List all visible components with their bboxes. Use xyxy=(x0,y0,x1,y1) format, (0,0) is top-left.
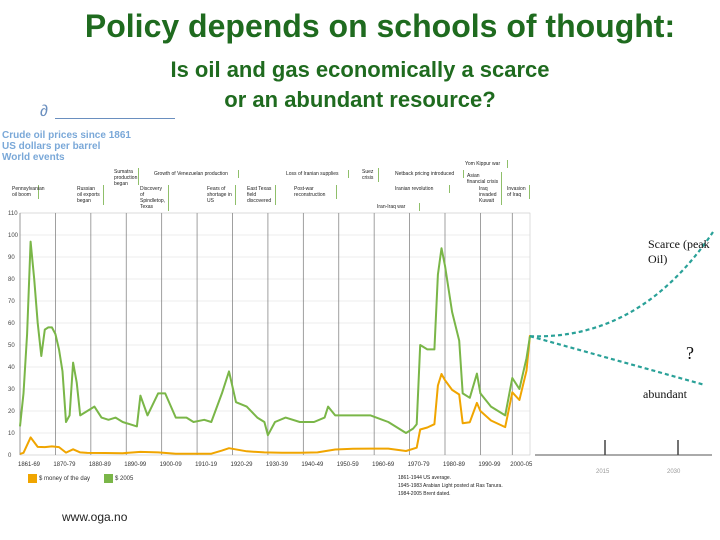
y-tick-label: 20 xyxy=(8,409,15,415)
event-label: Suez crisis xyxy=(360,168,379,182)
legend-swatch xyxy=(28,474,37,483)
y-tick-label: 0 xyxy=(8,453,12,459)
y-tick-label: 30 xyxy=(8,387,15,393)
chart-header-line-2: US dollars per barrel xyxy=(2,141,101,152)
legend-item-money-of-the-day: $ money of the day xyxy=(28,474,90,483)
x-tick-label: 1900-09 xyxy=(160,462,183,468)
event-label: East Texas field discovered xyxy=(245,185,276,205)
chart-header-line-1: Crude oil prices since 1861 xyxy=(2,130,131,141)
plot-area xyxy=(19,212,531,456)
y-tick-label: 100 xyxy=(8,233,19,239)
note-line: 1945-1983 Arabian Light posted at Ras Ta… xyxy=(398,483,503,489)
chart-notes: 1861-1944 US average. 1945-1983 Arabian … xyxy=(398,474,503,498)
x-tick-label: 1910-19 xyxy=(195,462,218,468)
x-tick-label: 1890-99 xyxy=(124,462,147,468)
x-tick-label: 1950-59 xyxy=(337,462,360,468)
scarce-annotation: Scarce (peak Oil) xyxy=(648,237,710,266)
x-tick-label: 2000-05 xyxy=(510,462,533,468)
event-label: Loss of Iranian supplies xyxy=(284,170,349,178)
legend-label: $ 2005 xyxy=(115,476,134,483)
x-tick-label: 1930-39 xyxy=(266,462,289,468)
x-tick-label: 1990-99 xyxy=(478,462,501,468)
x-tick-label: 1940-49 xyxy=(301,462,324,468)
x-tick-label: 1980-89 xyxy=(443,462,466,468)
event-label: Fears of shortage in US xyxy=(205,185,236,205)
y-tick-label: 110 xyxy=(8,211,18,217)
decorative-mark-icon: ∂ xyxy=(40,103,48,120)
slide-title: Policy depends on schools of thought: xyxy=(84,8,676,44)
y-tick-label: 90 xyxy=(8,255,15,261)
x-tick-label: 1880-89 xyxy=(89,462,112,468)
series-line-2005-dollars xyxy=(19,240,531,437)
event-label: Pennsylvanian oil boom xyxy=(10,185,45,199)
projection-tick-label: 2015 xyxy=(596,469,610,475)
event-label: Sumatra production began xyxy=(112,168,139,188)
event-label: Netback pricing introduced xyxy=(393,170,464,178)
decorative-rule xyxy=(55,118,175,119)
slide-subtitle: Is oil and gas economically a scarce or … xyxy=(80,55,640,115)
event-label: Discovery of Spindletop, Texas xyxy=(138,185,169,211)
source-footer: www.oga.no xyxy=(62,510,128,524)
legend-swatch xyxy=(104,474,113,483)
subtitle-line-2: or an abundant resource? xyxy=(224,87,496,112)
event-label: Russian oil exports began xyxy=(75,185,104,205)
x-tick-label: 1920-29 xyxy=(231,462,254,468)
chart-header-line-3: World events xyxy=(2,152,65,163)
x-tick-label: 1970-79 xyxy=(408,462,431,468)
projection-tick-label: 2030 xyxy=(667,469,681,475)
y-tick-label: 10 xyxy=(8,431,15,437)
x-tick-label: 1861-69 xyxy=(18,462,41,468)
series-line-money-of-the-day xyxy=(19,335,531,455)
abundant-annotation: abundant xyxy=(643,387,687,401)
legend-label: $ money of the day xyxy=(39,476,91,483)
legend-item-2005-dollars: $ 2005 xyxy=(104,474,133,483)
event-label: Growth of Venezuelan production xyxy=(152,170,239,178)
event-label: Iran-Iraq war xyxy=(375,203,420,211)
projection-scarce-path xyxy=(529,231,714,338)
event-label: Invasion of Iraq xyxy=(505,185,530,199)
event-label: Iranian revolution xyxy=(393,185,450,193)
note-line: 1984-2005 Brent dated. xyxy=(398,491,451,497)
x-tick-label: 1870-79 xyxy=(53,462,76,468)
note-line: 1861-1944 US average. xyxy=(398,475,452,481)
subtitle-line-1: Is oil and gas economically a scarce xyxy=(170,57,550,82)
y-tick-label: 50 xyxy=(8,343,15,349)
projection-abundant-path xyxy=(529,335,706,387)
y-tick-label: 80 xyxy=(8,277,15,283)
unknown-annotation: ? xyxy=(686,343,694,363)
y-tick-label: 70 xyxy=(8,299,15,305)
event-label: Post-war reconstruction xyxy=(292,185,337,199)
event-label: Iraq invaded Kuwait xyxy=(477,185,502,205)
y-tick-label: 40 xyxy=(8,365,15,371)
x-tick-label: 1960-69 xyxy=(372,462,395,468)
event-label: Asian financial crisis xyxy=(465,172,502,186)
event-label: Yom Kippur war xyxy=(463,160,508,168)
y-tick-label: 60 xyxy=(8,321,15,327)
chart-header: Crude oil prices since 1861 US dollars p… xyxy=(2,130,131,163)
